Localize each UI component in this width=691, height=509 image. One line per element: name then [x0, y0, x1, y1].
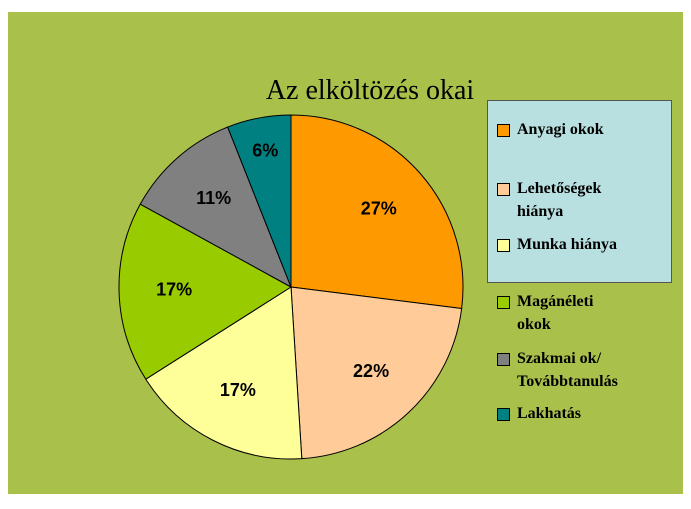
legend-label: Anyagi okok: [517, 121, 604, 138]
pie-slice: [290, 114, 464, 310]
data-label: 17%: [220, 380, 256, 400]
pie-slice: [118, 203, 292, 380]
legend-swatch: [497, 296, 510, 309]
legend-label: Szakmai ok/ Továbbtanulás: [517, 350, 618, 390]
legend-label: Munka hiánya: [517, 236, 618, 253]
legend-entry: Lehetőségek hiánya: [497, 179, 677, 223]
legend-swatch: [497, 353, 510, 366]
legend-entry: Anyagi okok: [497, 120, 677, 141]
legend-label: Lehetőségek hiánya: [517, 180, 602, 220]
pie-slice: [227, 114, 292, 288]
pie-slice: [290, 286, 463, 460]
legend-entry: Magánéleti okok: [497, 292, 677, 336]
data-label: 27%: [361, 198, 397, 218]
legend-label: Lakhatás: [517, 405, 582, 422]
chart-title: Az elköltözés okai: [266, 75, 475, 106]
legend-swatch: [497, 124, 510, 137]
legend-entry: Lakhatás: [497, 404, 677, 425]
pie-slice: [139, 126, 292, 289]
legend-swatch: [497, 408, 510, 421]
legend-box: [487, 100, 672, 283]
pie-slice: [145, 286, 303, 460]
legend-swatch: [497, 239, 510, 252]
data-label: 22%: [353, 361, 389, 381]
legend-entry: Szakmai ok/ Továbbtanulás: [497, 349, 677, 393]
legend-swatch: [497, 183, 510, 196]
legend-entry: Munka hiánya: [497, 235, 677, 256]
legend-label: Magánéleti okok: [517, 293, 594, 333]
data-label: 17%: [156, 279, 192, 299]
data-label: 6%: [252, 141, 278, 161]
data-label: 11%: [196, 188, 231, 208]
